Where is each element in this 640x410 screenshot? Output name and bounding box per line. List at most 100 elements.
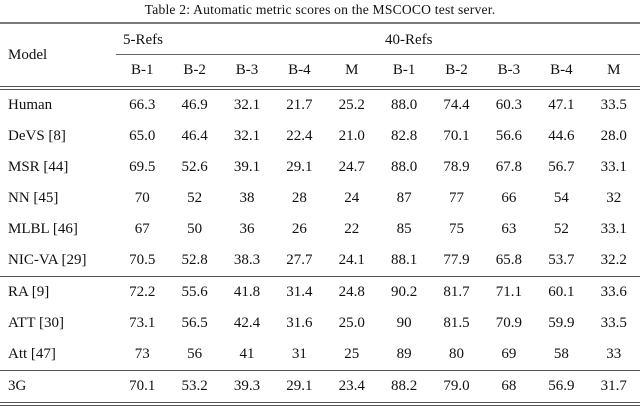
value-cell: 53.2 — [168, 370, 221, 406]
value-cell: 70 — [134, 190, 150, 206]
value-cell: 21.0 — [338, 128, 365, 144]
value-cell: 28.0 — [600, 128, 627, 144]
value-cell: 33.5 — [600, 97, 627, 113]
results-table: Model 5-Refs 40-Refs B-1 B-2 B-3 B-4 M B-1 B-2… — [0, 22, 640, 406]
value-cell: 81.7 — [430, 276, 483, 308]
model-cell: Att [47] — [8, 346, 56, 362]
value-cell: 27.7 — [286, 252, 313, 268]
value-cell: 52.6 — [181, 159, 208, 175]
value-cell: 59.9 — [548, 315, 575, 331]
table-row: Human 66.3 46.9 32.1 21.7 25.2 88.0 74.4 60.3 47.… — [0, 88, 640, 121]
value-cell: 69 — [501, 346, 517, 362]
table-row: NIC-VA [29] 70.5 52.8 38.3 27.7 24.1 88.1 77.9 6… — [0, 245, 640, 277]
value-cell: 47.1 — [548, 97, 575, 113]
value-cell: 65.8 — [495, 252, 523, 268]
model-cell: NIC-VA [29] — [8, 252, 87, 268]
column-header-5-refs-b-4: B-4 — [273, 54, 326, 90]
model-cell: Human — [8, 97, 53, 113]
model-cell: MLBL [46] — [8, 221, 78, 237]
value-cell: 50 — [187, 221, 203, 237]
value-cell: 41 — [239, 346, 255, 362]
value-cell: 73.1 — [129, 315, 156, 331]
value-cell: 24 — [344, 190, 360, 206]
value-cell: 23.4 — [325, 370, 378, 406]
value-cell: 29.1 — [286, 159, 313, 175]
value-cell: 25.0 — [338, 315, 365, 331]
value-cell: 82.8 — [391, 128, 418, 144]
column-header-40-refs-b-3: B-3 — [482, 54, 536, 90]
value-cell: 73 — [134, 346, 150, 362]
model-cell: ATT [30] — [8, 315, 64, 331]
column-header-5-refs-m: M — [325, 54, 378, 90]
value-cell: 21.7 — [286, 97, 313, 113]
value-cell: 88.0 — [391, 159, 418, 175]
value-cell: 88.1 — [391, 252, 418, 268]
value-cell: 46.4 — [181, 128, 208, 144]
model-cell: RA [9] — [0, 276, 116, 308]
table-row: MLBL [46] 67 50 36 26 22 85 75 63 52 33.1 — [0, 214, 640, 245]
metric-header-row: B-1 B-2 B-3 B-4 M B-1 B-2 B-3 B-4 M — [0, 54, 640, 90]
value-cell: 67.8 — [495, 159, 523, 175]
table-row: ATT [30] 73.1 56.5 42.4 31.6 25.0 90 81.5 70.9 59… — [0, 308, 640, 339]
value-cell: 46.9 — [181, 97, 208, 113]
value-cell: 63 — [501, 221, 517, 237]
value-cell: 53.7 — [548, 252, 575, 268]
value-cell: 66 — [501, 190, 517, 206]
value-cell: 85 — [396, 221, 412, 237]
table-row: 3G 70.1 53.2 39.3 29.1 23.4 88.2 79.0 68 56.9 31.7 — [0, 370, 640, 406]
column-header-40-refs-m: M — [587, 54, 640, 90]
value-cell: 24.7 — [338, 159, 365, 175]
value-cell: 69.5 — [129, 159, 156, 175]
value-cell: 32.2 — [600, 252, 627, 268]
value-cell: 31.4 — [273, 276, 326, 308]
value-cell: 33 — [606, 346, 622, 362]
table-row: MSR [44] 69.5 52.6 39.1 29.1 24.7 88.0 78.9 67.8… — [0, 152, 640, 183]
value-cell: 55.6 — [168, 276, 221, 308]
column-header-5-refs-b-3: B-3 — [220, 54, 274, 90]
value-cell: 67 — [134, 221, 150, 237]
value-cell: 24.8 — [325, 276, 378, 308]
value-cell: 24.1 — [338, 252, 365, 268]
value-cell: 31 — [291, 346, 307, 362]
value-cell: 26 — [291, 221, 307, 237]
value-cell: 90.2 — [377, 276, 431, 308]
value-cell: 56.5 — [181, 315, 208, 331]
value-cell: 88.0 — [391, 97, 418, 113]
value-cell: 44.6 — [548, 128, 575, 144]
value-cell: 81.5 — [443, 315, 470, 331]
value-cell: 79.0 — [430, 370, 483, 406]
value-cell: 89 — [396, 346, 412, 362]
value-cell: 71.1 — [482, 276, 536, 308]
value-cell: 31.6 — [286, 315, 313, 331]
value-cell: 70.1 — [443, 128, 470, 144]
column-header-5-refs-b-2: B-2 — [168, 54, 221, 90]
group-header-40refs: 40-Refs — [377, 23, 640, 55]
value-cell: 60.1 — [535, 276, 588, 308]
value-cell: 78.9 — [443, 159, 470, 175]
value-cell: 65.0 — [129, 128, 156, 144]
value-cell: 29.1 — [273, 370, 326, 406]
model-cell: MSR [44] — [8, 159, 69, 175]
table-row: DeVS [8] 65.0 46.4 32.1 22.4 21.0 82.8 70.1 56.6… — [0, 121, 640, 152]
value-cell: 66.3 — [129, 97, 156, 113]
column-header-40-refs-b-2: B-2 — [430, 54, 483, 90]
value-cell: 58 — [553, 346, 569, 362]
value-cell: 31.7 — [587, 370, 640, 406]
column-header-40-refs-b-4: B-4 — [535, 54, 588, 90]
column-header-40-refs-b-1: B-1 — [377, 54, 431, 90]
value-cell: 22 — [344, 221, 360, 237]
value-cell: 87 — [396, 190, 412, 206]
model-cell: DeVS [8] — [8, 128, 66, 144]
value-cell: 32 — [606, 190, 622, 206]
value-cell: 38 — [239, 190, 255, 206]
value-cell: 42.4 — [233, 315, 261, 331]
group-header-5refs: 5-Refs — [116, 23, 378, 55]
value-cell: 38.3 — [233, 252, 261, 268]
model-cell: 3G — [0, 370, 116, 406]
value-cell: 70.1 — [116, 370, 169, 406]
value-cell: 70.9 — [495, 315, 523, 331]
value-cell: 80 — [449, 346, 465, 362]
value-cell: 56.7 — [548, 159, 575, 175]
value-cell: 39.1 — [233, 159, 261, 175]
